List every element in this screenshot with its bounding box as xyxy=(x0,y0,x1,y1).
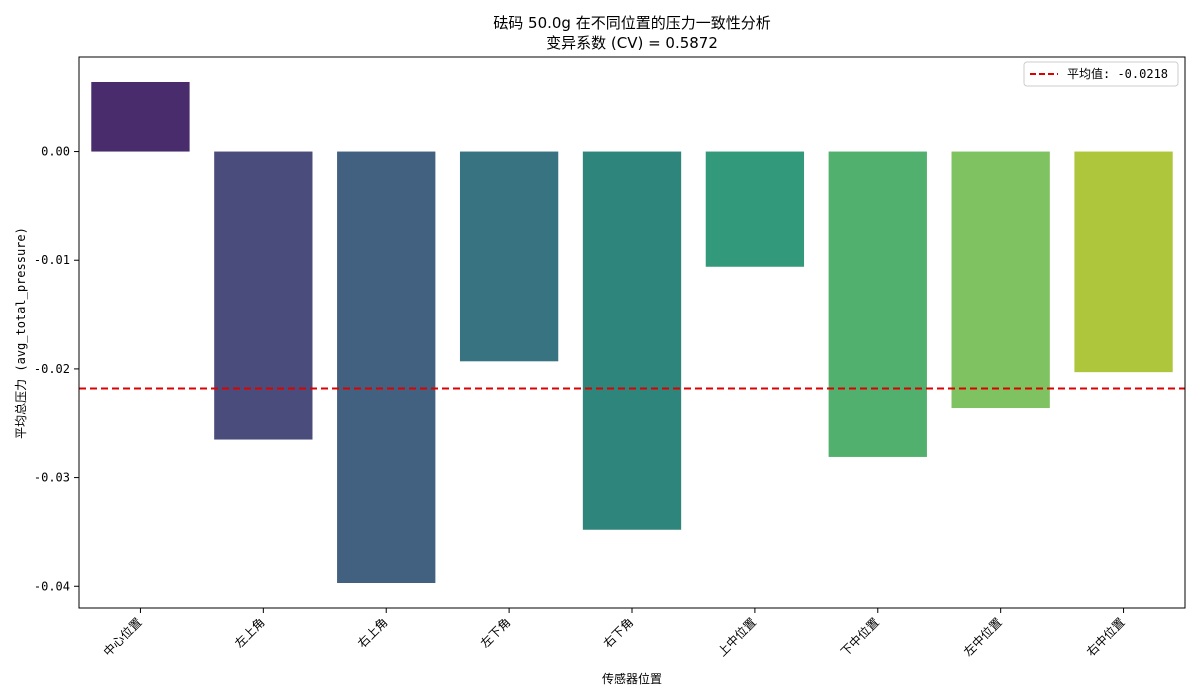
chart-subtitle: 变异系数 (CV) = 0.5872 xyxy=(546,34,718,52)
x-tick-label: 右下角 xyxy=(600,615,636,651)
bar-7 xyxy=(951,151,1050,409)
bar-0 xyxy=(91,81,190,152)
legend: 平均值: -0.0218 xyxy=(1023,61,1179,87)
legend-box xyxy=(1023,61,1179,87)
bar-8 xyxy=(1074,151,1173,373)
bars-group xyxy=(91,81,1173,584)
x-tick-label: 上中位置 xyxy=(714,615,759,660)
x-tick-label: 下中位置 xyxy=(837,615,882,660)
x-tick-label: 左下角 xyxy=(477,615,513,651)
y-tick-label: -0.01 xyxy=(34,253,70,267)
x-tick-label: 左上角 xyxy=(231,615,267,651)
y-tick-label: 0.00 xyxy=(41,145,70,159)
chart-title: 砝码 50.0g 在不同位置的压力一致性分析 xyxy=(493,14,770,32)
bar-5 xyxy=(705,151,805,267)
bar-3 xyxy=(459,151,559,362)
x-tick-label: 中心位置 xyxy=(100,615,145,660)
y-tick-label: -0.02 xyxy=(34,362,70,376)
x-tick-label: 左中位置 xyxy=(960,615,1005,660)
bar-2 xyxy=(337,151,436,584)
y-axis-label: 平均总压力 (avg_total_pressure) xyxy=(14,227,28,439)
y-tick-label: -0.03 xyxy=(34,471,70,485)
bar-6 xyxy=(828,151,927,457)
x-axis-label: 传感器位置 xyxy=(602,671,662,686)
y-axis: 0.00 -0.01 -0.02 -0.03 -0.04 xyxy=(34,145,79,593)
x-tick-label: 右上角 xyxy=(354,615,390,651)
x-axis: 中心位置 左上角 右上角 左下角 右下角 上中位置 下中位置 左中位置 右中位置 xyxy=(100,608,1128,659)
x-tick-label: 右中位置 xyxy=(1083,615,1128,660)
y-tick-label: -0.04 xyxy=(34,579,70,593)
legend-mean-label: 平均值: -0.0218 xyxy=(1067,66,1168,81)
bar-1 xyxy=(214,151,313,440)
bar-4 xyxy=(582,151,682,530)
plot-frame xyxy=(78,56,1186,609)
